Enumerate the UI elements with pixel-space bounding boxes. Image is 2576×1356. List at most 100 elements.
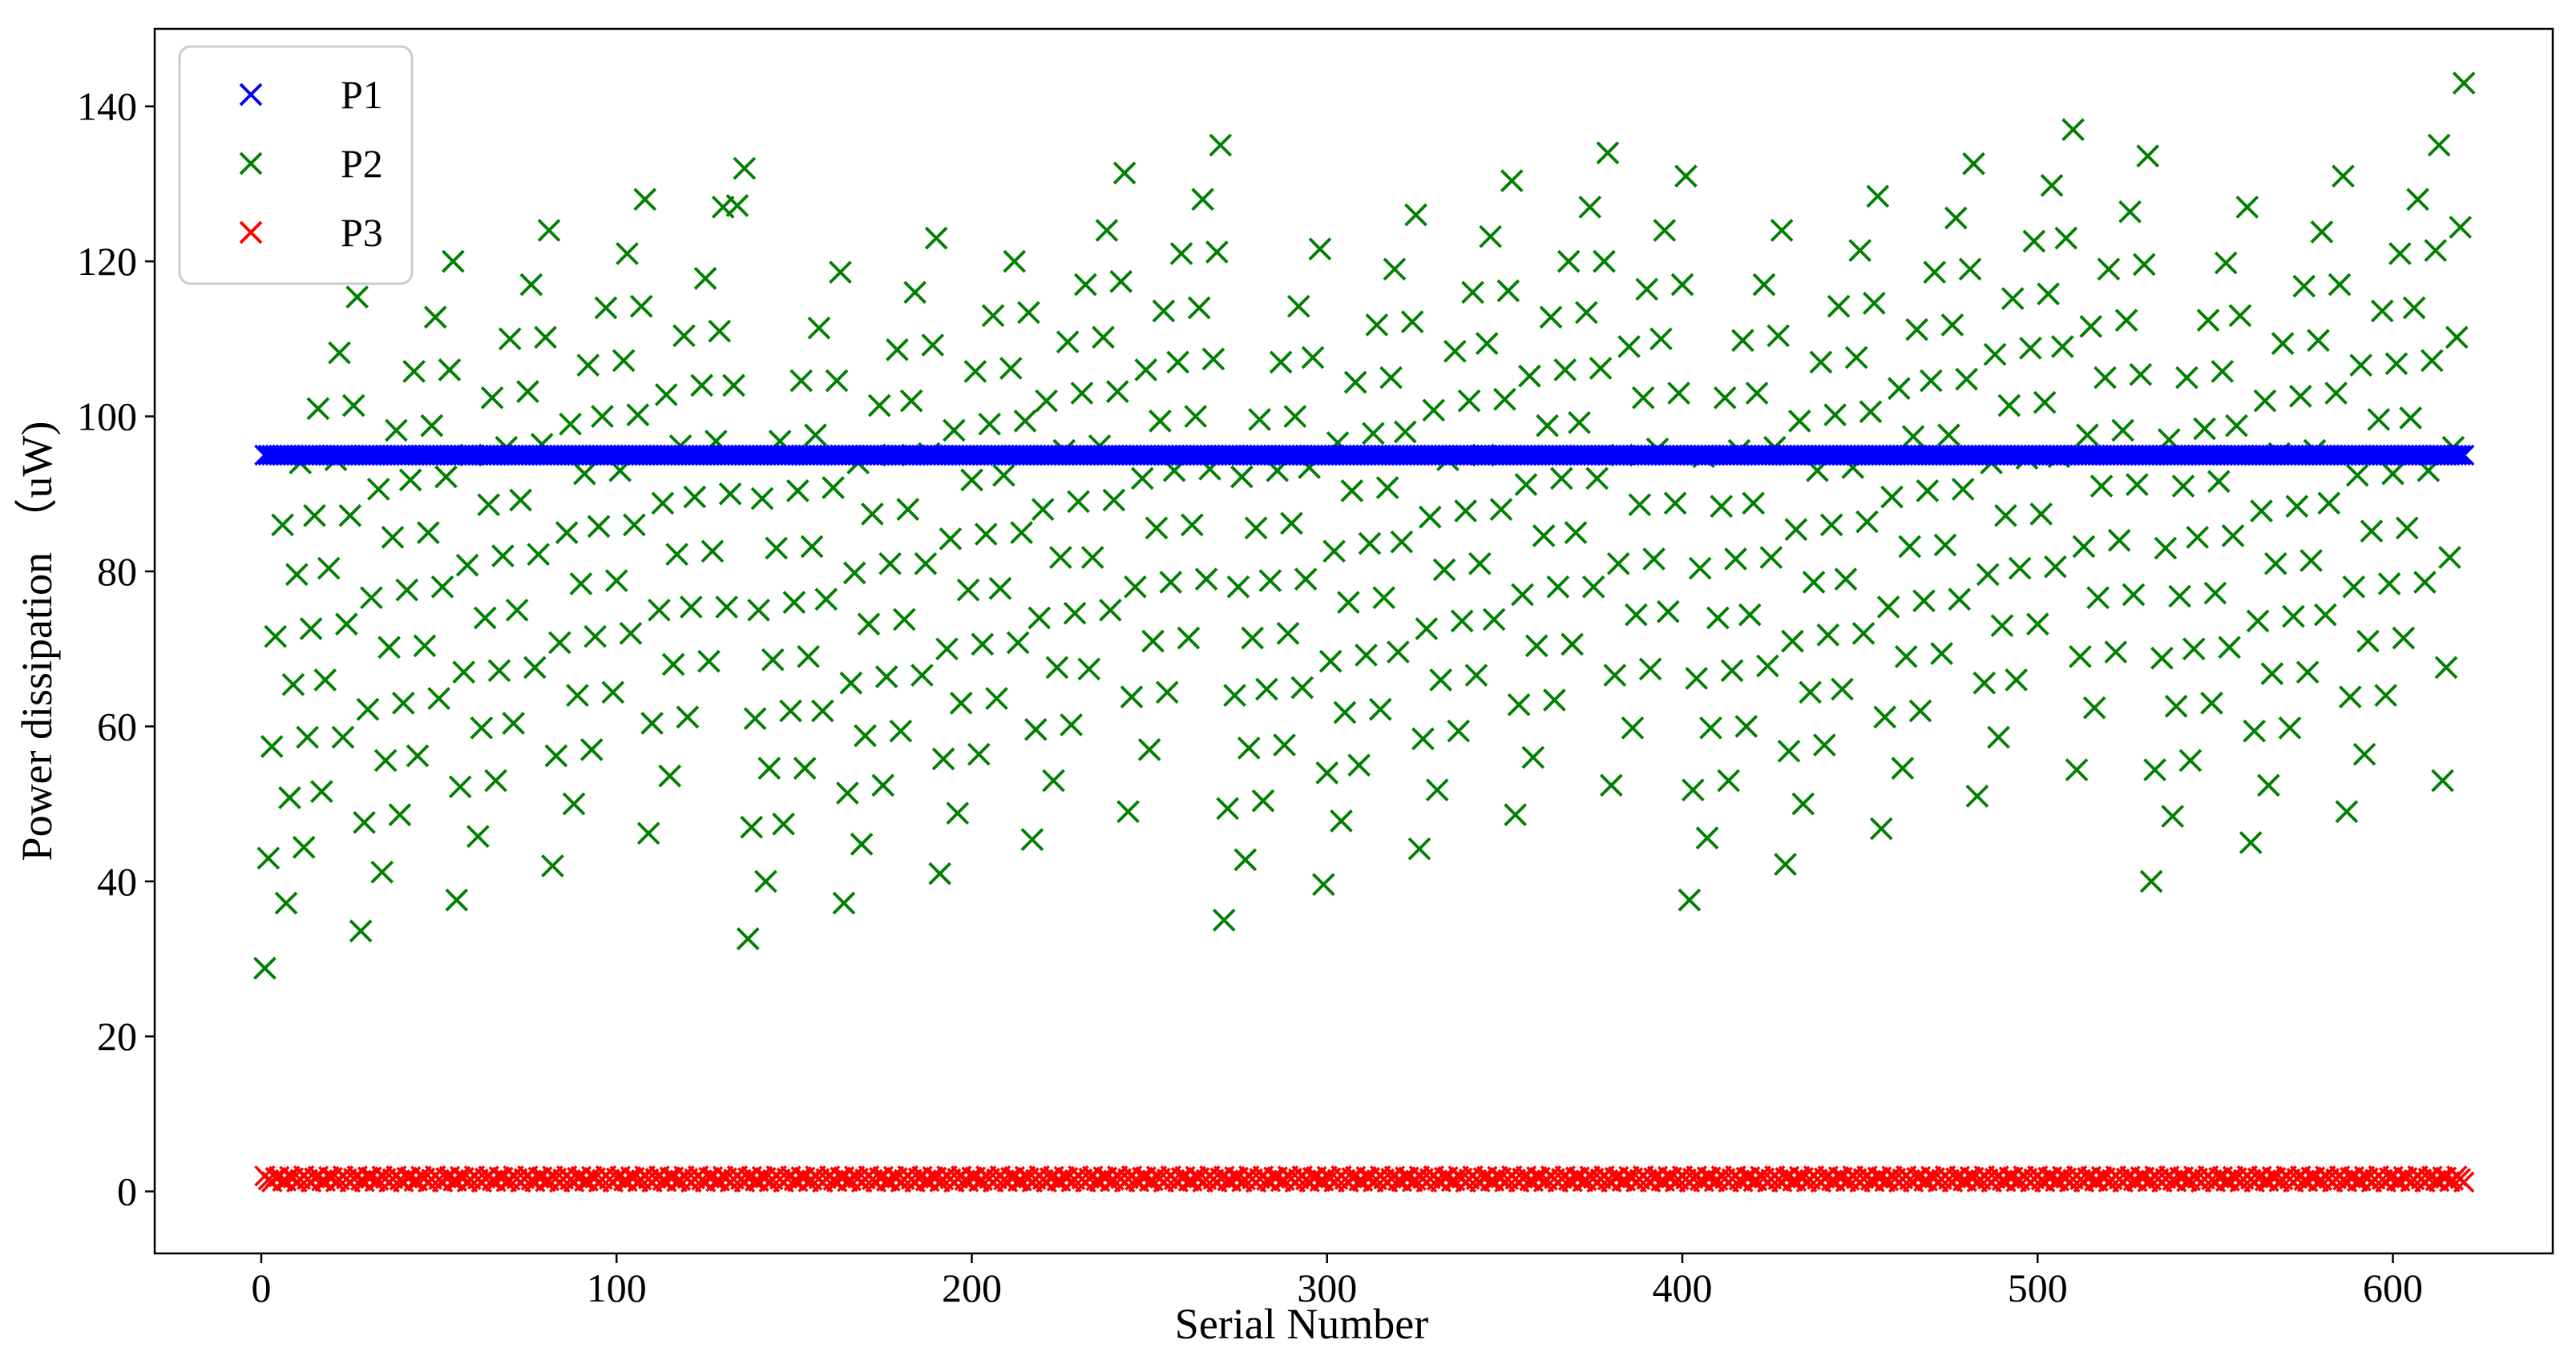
p2-point (914, 551, 938, 575)
series-p3 (254, 1165, 2475, 1193)
p2-point (1070, 381, 1094, 405)
p2-point (1908, 699, 1932, 723)
p2-point (857, 612, 881, 636)
p2-point (651, 491, 675, 515)
p2-point (892, 607, 916, 632)
p2-point (378, 636, 401, 660)
p2-point (2008, 556, 2032, 580)
p2-point (1866, 184, 1890, 208)
x-tick-label: 0 (251, 1265, 271, 1310)
p2-point (661, 652, 685, 676)
p2-point (1638, 657, 1662, 681)
p2-point (629, 294, 653, 318)
legend-label-p3: P3 (341, 210, 383, 255)
p2-point (1102, 488, 1126, 512)
p2-point (2132, 252, 2156, 276)
p2-point (1940, 313, 1964, 337)
p2-point (2139, 870, 2163, 894)
p2-point (1372, 586, 1396, 610)
p2-point (1315, 761, 1339, 785)
p2-point (423, 305, 447, 329)
y-tick-label: 60 (97, 704, 137, 749)
p2-point (1770, 219, 1794, 242)
p2-point (1504, 803, 1528, 826)
p2-point (750, 486, 774, 511)
p2-point (2196, 309, 2220, 332)
p2-point (1493, 387, 1516, 411)
p2-point (2402, 296, 2426, 320)
p2-point (1972, 671, 1997, 695)
p2-point (2221, 524, 2245, 547)
p2-point (1962, 151, 1985, 176)
legend-label-p2: P2 (341, 141, 383, 186)
p2-point (2054, 226, 2078, 250)
p2-point (1056, 330, 1080, 354)
p2-point (822, 476, 845, 499)
p2-point (591, 405, 614, 428)
p2-point (395, 578, 419, 602)
p2-point (928, 862, 951, 886)
p2-point (2292, 274, 2316, 298)
p2-point (345, 285, 369, 309)
p2-point (1418, 505, 1442, 529)
p2-point (782, 591, 806, 614)
p2-point (1888, 377, 1911, 401)
p2-point (523, 656, 547, 680)
p2-point (1383, 257, 1407, 281)
p2-point (1819, 513, 1843, 537)
p2-point (416, 521, 440, 544)
p2-point (1894, 644, 1918, 668)
p2-point (1787, 410, 1811, 433)
p2-point (1948, 587, 1972, 611)
p2-point (1827, 294, 1851, 318)
p2-point (1048, 546, 1072, 569)
p2-point (1912, 589, 1936, 613)
p2-point (2175, 365, 2198, 389)
p2-point (541, 854, 564, 878)
p2-point (1368, 697, 1392, 721)
p2-point (683, 485, 707, 509)
p2-point (1876, 595, 1900, 619)
p2-point (2239, 831, 2263, 854)
p2-point (452, 660, 475, 684)
p2-point (2126, 473, 2149, 496)
p1-point (2449, 444, 2471, 466)
p2-point (1145, 516, 1169, 540)
p2-point (1294, 567, 1318, 591)
p2-point (736, 927, 760, 950)
p2-point (754, 870, 777, 894)
legend: P1 P2 P3 (178, 45, 414, 285)
y-tick-label: 120 (77, 239, 137, 284)
p2-point (807, 316, 831, 340)
p2-point (761, 648, 785, 672)
p2-point (2214, 251, 2238, 275)
p2-point (1706, 606, 1730, 630)
p2-point (373, 749, 398, 773)
p2-point (470, 716, 494, 740)
p2-point (1816, 623, 1840, 647)
p2-point (388, 803, 412, 826)
p2-point (1003, 249, 1027, 273)
p2-point (487, 659, 511, 683)
p2-point (360, 586, 383, 610)
p2-point (836, 781, 859, 805)
p2-point (1251, 789, 1275, 813)
p2-point (971, 632, 995, 656)
p2-point (1073, 272, 1097, 297)
p2-point (2384, 352, 2408, 376)
p2-point (1606, 551, 1630, 575)
p2-point (665, 543, 688, 567)
p2-point (2200, 692, 2223, 715)
p2-point (1308, 237, 1332, 260)
p2-point (725, 194, 749, 217)
p2-point (1851, 621, 1875, 645)
p2-point (566, 684, 589, 708)
p2-point (1276, 621, 1300, 645)
p2-point (2263, 551, 2287, 575)
p2-point (1944, 206, 1968, 230)
p2-point (1045, 656, 1069, 680)
p2-point (733, 156, 757, 180)
p2-point (715, 595, 738, 619)
p2-point (1080, 546, 1104, 569)
p2-point (1155, 680, 1179, 704)
